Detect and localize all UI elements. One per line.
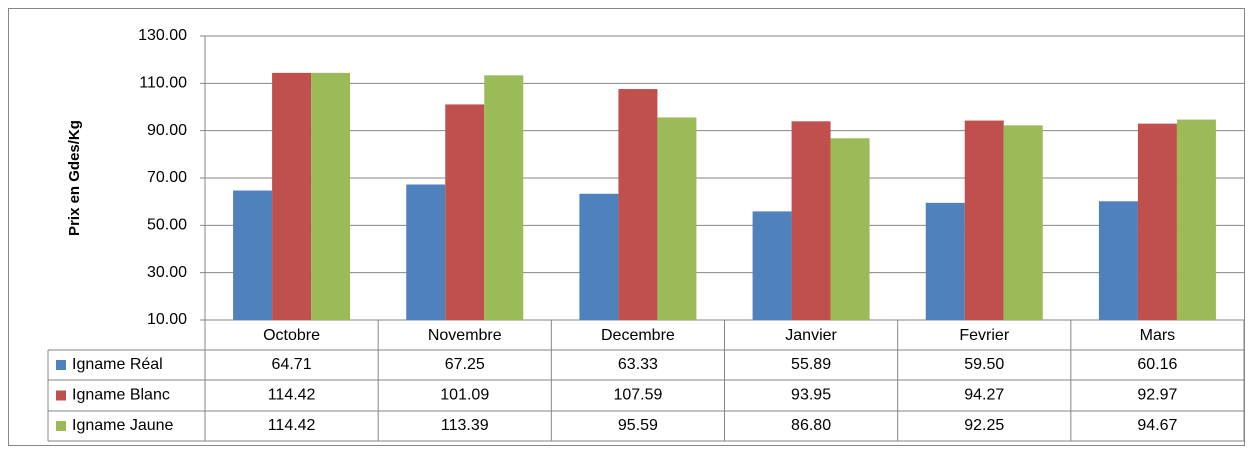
table-value: 92.97 [1137,387,1177,404]
bar [830,138,870,320]
table-value: 114.42 [268,417,316,434]
table-value: 107.59 [613,387,662,404]
bar [618,89,658,320]
table-value: 94.67 [1137,417,1177,434]
table-value: 95.59 [618,417,658,434]
legend-key [56,360,66,370]
y-tick-label: 110.00 [139,75,187,92]
table-value: 114.42 [268,387,316,404]
legend-key [56,421,66,431]
table-value: 101.09 [440,387,489,404]
legend-key [56,390,66,401]
table-value: 60.16 [1137,356,1177,373]
bar [311,72,351,320]
table-value: 67.25 [445,356,485,373]
bar [791,121,831,321]
x-tick-label: Janvier [785,327,837,344]
bar [657,117,697,320]
table-value: 63.33 [618,356,658,373]
x-tick-label: Octobre [263,327,320,344]
y-axis-label: Prix en Gdes/Kg [66,120,83,236]
table-value: 55.89 [791,356,831,373]
table-value: 93.95 [791,387,831,404]
bar [233,190,273,320]
x-tick-label: Decembre [601,327,675,344]
x-tick-label: Novembre [428,327,502,344]
y-tick-label: 90.00 [147,122,187,139]
table-value: 94.27 [964,387,1004,404]
bar [1176,119,1216,320]
bar [272,72,312,320]
bar [1098,201,1138,320]
legend-label: Igname Réal [72,356,163,373]
y-tick-label: 50.00 [147,217,187,234]
x-tick-label: Mars [1140,327,1176,344]
y-tick-label: 30.00 [147,264,187,281]
y-tick-label: 70.00 [147,169,187,186]
bar [1137,123,1177,320]
bar [579,193,619,320]
bar [752,211,792,320]
bar [406,184,446,320]
table-value: 92.25 [964,417,1004,434]
bar [484,75,524,320]
bar [925,202,965,320]
y-tick-label: 130.00 [138,27,187,44]
legend-label: Igname Jaune [72,417,174,434]
bar [445,104,485,320]
table-value: 64.71 [272,356,312,373]
legend-label: Igname Blanc [72,387,170,404]
table-value: 86.80 [791,417,831,434]
bar [1003,125,1043,320]
table-value: 59.50 [964,356,1004,373]
y-tick-label: 10.00 [147,311,187,328]
table-value: 113.39 [441,417,489,434]
x-tick-label: Fevrier [959,327,1009,344]
bar [964,120,1004,320]
